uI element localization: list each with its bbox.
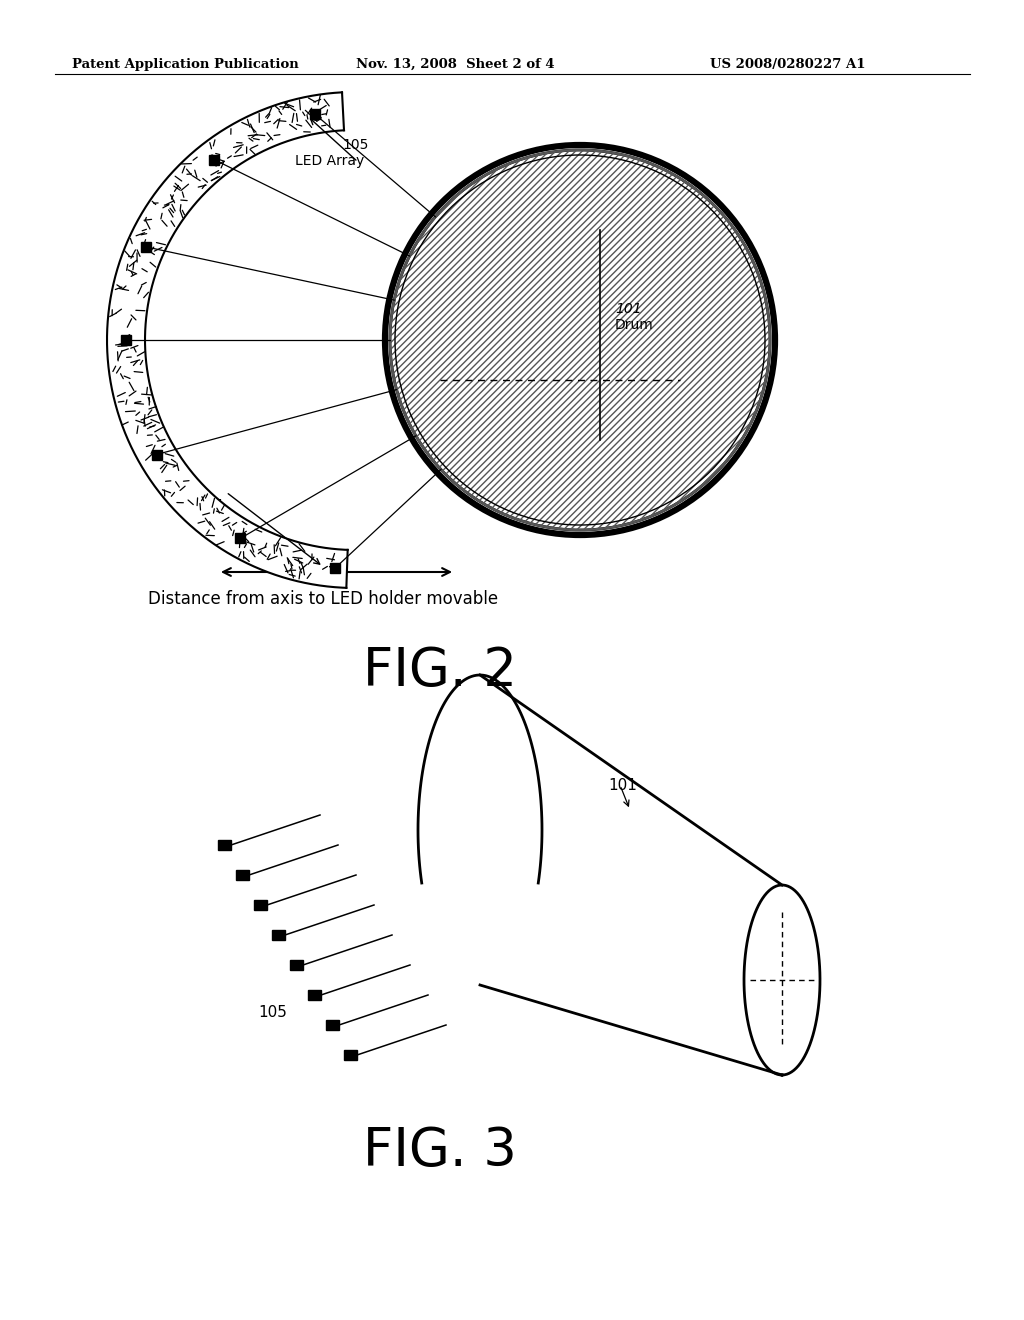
Text: FIG. 3: FIG. 3 [364, 1125, 517, 1177]
Bar [254, 900, 267, 909]
Text: Nov. 13, 2008  Sheet 2 of 4: Nov. 13, 2008 Sheet 2 of 4 [356, 58, 555, 71]
Bar [121, 335, 131, 345]
Text: 101: 101 [615, 302, 642, 315]
Bar [290, 960, 303, 970]
Text: FIG. 2: FIG. 2 [364, 645, 517, 697]
Text: Drum: Drum [615, 318, 653, 333]
Text: Patent Application Publication: Patent Application Publication [72, 58, 299, 71]
Bar [152, 450, 162, 459]
Bar [236, 870, 249, 880]
Bar [272, 931, 285, 940]
Bar [140, 242, 151, 252]
Text: 101: 101 [608, 777, 637, 793]
Bar [209, 154, 219, 165]
Polygon shape [106, 92, 348, 587]
Bar [218, 840, 231, 850]
Text: 105: 105 [258, 1005, 287, 1020]
Bar [236, 533, 246, 544]
Text: US 2008/0280227 A1: US 2008/0280227 A1 [710, 58, 865, 71]
Text: Distance from axis to LED holder movable: Distance from axis to LED holder movable [148, 590, 498, 609]
Text: 105: 105 [342, 139, 369, 152]
Bar [310, 110, 321, 120]
Bar [330, 564, 340, 573]
Text: 207: 207 [196, 498, 222, 512]
Circle shape [390, 150, 770, 531]
Bar [344, 1049, 357, 1060]
Text: LED Array: LED Array [295, 154, 365, 168]
Polygon shape [480, 675, 820, 1074]
Bar [326, 1020, 339, 1030]
Bar [308, 990, 321, 1001]
